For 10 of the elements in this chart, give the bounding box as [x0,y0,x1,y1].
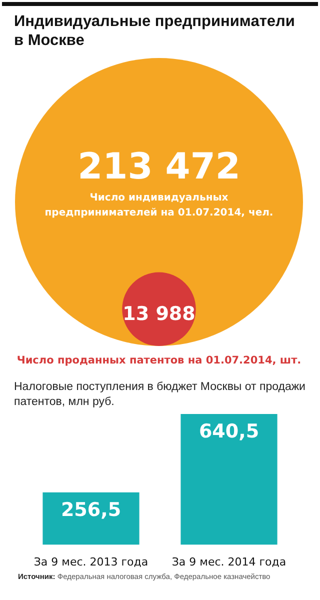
x-tick-label: За 9 мес. 2013 года [34,555,148,568]
category-label: Число проданных патентов на 01.07.2014, шт. [16,354,302,367]
data-label: 640,5 [198,420,260,442]
data-label: 256,5 [60,498,122,521]
category-label: Число индивидуальных предпринимателей на 01.07.2014, чел. [44,192,274,219]
x-tick-label: За 9 мес. 2014 года [172,555,286,568]
data-label: 213 472 [78,146,240,188]
data-label: 13 988 [122,303,196,326]
text: Индивидуальные предприниматели в Москве [14,12,296,50]
chart-title: Налоговые поступления в бюджет Москвы от продажи патентов, млн руб. [14,380,306,410]
